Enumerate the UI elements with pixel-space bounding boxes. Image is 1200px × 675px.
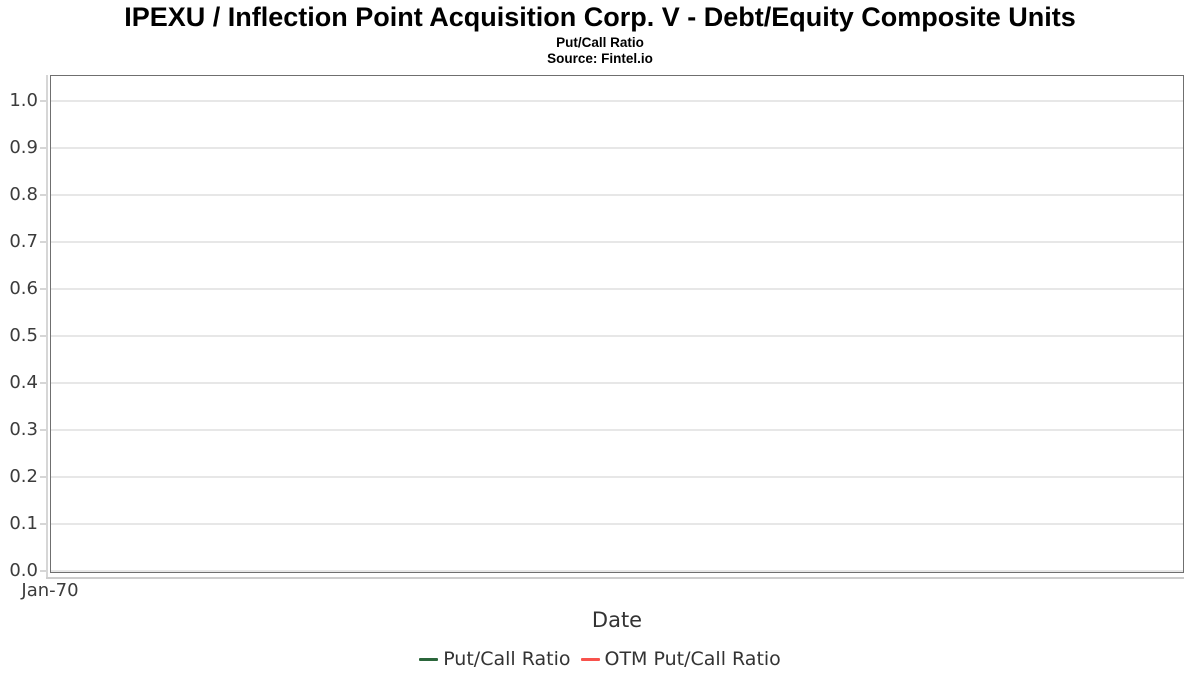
legend-line-swatch-otm-put-call-ratio xyxy=(580,657,600,661)
legend-label-put-call-ratio: Put/Call Ratio xyxy=(443,648,571,670)
chart-subtitle: Put/Call Ratio xyxy=(556,35,644,50)
legend-label-otm-put-call-ratio: OTM Put/Call Ratio xyxy=(604,648,781,670)
y-tick-label: 0.7 xyxy=(9,231,38,252)
y-tick-label: 0.8 xyxy=(9,184,38,205)
y-tick-mark xyxy=(40,382,46,384)
y-tick-mark xyxy=(40,476,46,478)
y-tick-mark xyxy=(40,100,46,102)
y-axis-line xyxy=(46,75,48,579)
gridline xyxy=(51,382,1183,384)
y-tick-mark xyxy=(40,523,46,525)
x-axis-line xyxy=(46,577,1184,579)
gridline xyxy=(51,429,1183,431)
gridline xyxy=(51,523,1183,525)
gridline xyxy=(51,570,1183,572)
y-tick-label: 0.3 xyxy=(9,419,38,440)
gridline xyxy=(51,100,1183,102)
y-tick-label: 0.9 xyxy=(9,137,38,158)
gridline xyxy=(51,147,1183,149)
x-axis-title: Date xyxy=(591,608,643,632)
gridline xyxy=(51,288,1183,290)
y-tick-mark xyxy=(40,194,46,196)
y-tick-mark xyxy=(40,147,46,149)
legend: Put/Call Ratio OTM Put/Call Ratio xyxy=(0,647,1200,671)
legend-item-put-call-ratio[interactable]: Put/Call Ratio xyxy=(419,647,571,671)
y-tick-mark xyxy=(40,429,46,431)
chart-source-credit: Source: Fintel.io xyxy=(547,51,653,66)
plot-panel xyxy=(50,75,1184,573)
x-tick-label: Jan-70 xyxy=(21,580,79,601)
y-tick-mark xyxy=(40,241,46,243)
y-tick-label: 0.0 xyxy=(9,560,38,581)
y-tick-label: 0.2 xyxy=(9,466,38,487)
y-tick-label: 0.1 xyxy=(9,513,38,534)
y-tick-label: 0.6 xyxy=(9,278,38,299)
gridline xyxy=(51,335,1183,337)
y-tick-mark xyxy=(40,570,46,572)
legend-item-otm-put-call-ratio[interactable]: OTM Put/Call Ratio xyxy=(580,647,781,671)
y-tick-mark xyxy=(40,335,46,337)
y-tick-label: 0.5 xyxy=(9,325,38,346)
y-tick-label: 1.0 xyxy=(9,90,38,111)
gridline xyxy=(51,476,1183,478)
legend-line-swatch-put-call-ratio xyxy=(419,657,439,661)
y-tick-mark xyxy=(40,288,46,290)
chart-title: IPEXU / Inflection Point Acquisition Cor… xyxy=(124,2,1076,32)
gridline xyxy=(51,241,1183,243)
gridline xyxy=(51,194,1183,196)
y-tick-label: 0.4 xyxy=(9,372,38,393)
